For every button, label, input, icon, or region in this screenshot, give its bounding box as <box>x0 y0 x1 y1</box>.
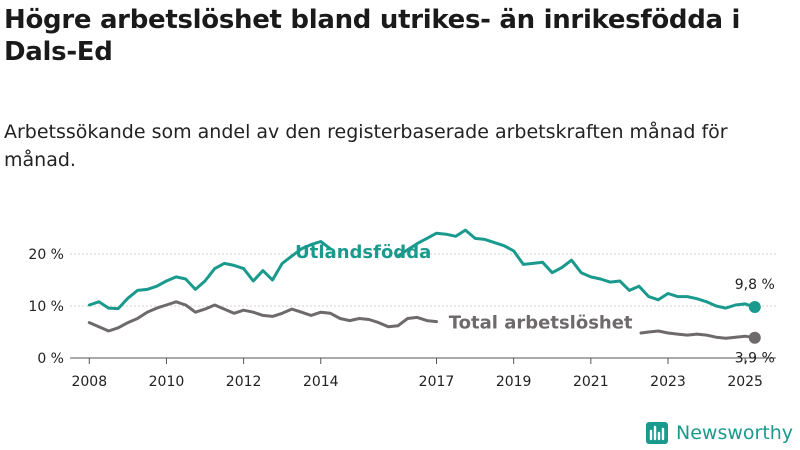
x-tick-label: 2008 <box>71 374 107 390</box>
y-tick-label: 0 % <box>37 351 64 367</box>
series-label-total: Total arbetslöshet <box>449 312 633 333</box>
x-tick-label: 2023 <box>650 374 686 390</box>
chart-title: Högre arbetslöshet bland utrikes- än inr… <box>4 5 741 67</box>
x-tick-label: 2012 <box>226 374 262 390</box>
end-label-utlandsfodda: 9,8 % <box>735 277 775 293</box>
x-tick-label: 2019 <box>496 374 532 390</box>
brand-name: Newsworthy <box>676 422 794 444</box>
x-tick-label: 2014 <box>303 374 339 390</box>
series-line-total <box>639 329 757 340</box>
end-point-total <box>748 331 761 344</box>
newsworthy-logo-icon <box>646 422 668 444</box>
series-label-utlandsfodda: Utlandsfödda <box>295 242 431 263</box>
chart-subtitle: Arbetssökande som andel av den registerb… <box>4 121 728 171</box>
x-tick-label: 2021 <box>573 374 609 390</box>
series-line-utlandsfodda <box>396 228 757 310</box>
series-line-utlandsfodda <box>87 240 332 311</box>
y-tick-label: 10 % <box>28 299 64 315</box>
series-line-total <box>87 300 438 333</box>
x-tick-label: 2025 <box>727 374 763 390</box>
end-point-utlandsfodda <box>748 301 761 314</box>
newsworthy-logo: Newsworthy <box>646 420 793 446</box>
end-label-total: 3,9 % <box>735 351 775 367</box>
x-tick-label: 2010 <box>149 374 185 390</box>
x-tick-label: 2017 <box>419 374 455 390</box>
y-tick-label: 20 % <box>28 247 64 263</box>
